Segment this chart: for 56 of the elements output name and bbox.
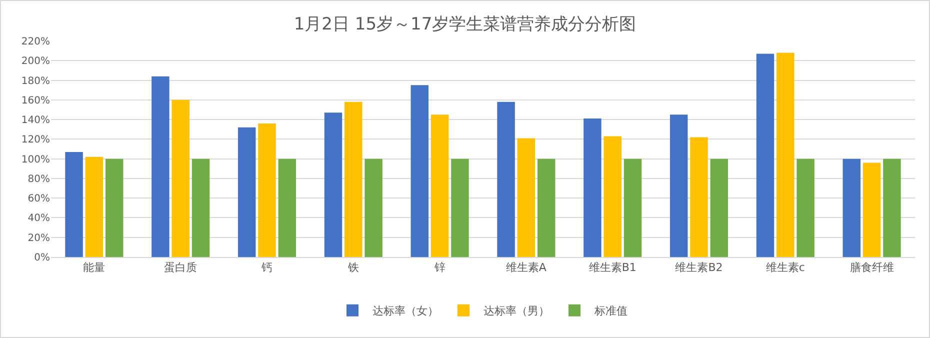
legend-label: 标准值 [594,304,628,318]
bar [364,158,382,257]
bar [278,158,296,257]
x-tick-label: 铁 [346,261,359,274]
bar [85,156,104,257]
y-tick-label: 40% [28,213,50,224]
x-tick-label: 维生素A [506,261,547,274]
bar [710,158,728,257]
bar [517,138,536,257]
bar [862,162,881,257]
bar [324,112,342,257]
y-tick-label: 160% [21,95,50,106]
y-tick-label: 220% [21,36,50,48]
y-tick-label: 0% [34,252,50,264]
bar [842,158,861,257]
x-tick-label: 蛋白质 [164,261,198,274]
x-tick-label: 维生素B2 [675,261,723,274]
x-tick-label: 维生素c [766,261,805,274]
bar [796,158,814,257]
y-tick-label: 20% [28,232,50,244]
bar [172,100,190,257]
bar [410,85,429,257]
y-tick-label: 60% [28,194,50,205]
y-tick-label: 200% [21,56,50,68]
y-tick-label: 140% [21,115,50,126]
bar [624,158,642,257]
bar [152,76,170,257]
bar [604,136,622,257]
bar [451,158,469,257]
bar [238,127,256,257]
y-tick-label: 100% [21,154,50,166]
bar [65,152,83,257]
legend-label: 达标率（男） [484,304,550,318]
bar [776,52,794,257]
x-tick-label: 钙 [260,261,272,274]
bar [756,54,774,257]
bar [192,158,210,257]
x-tick-label: 膳食纤维 [850,261,894,274]
x-tick-label: 维生素B1 [588,261,636,274]
bar [537,158,556,257]
bar [690,137,708,257]
bar [584,118,602,257]
y-tick-label: 180% [21,76,50,87]
legend-label: 达标率（女） [372,304,438,318]
bar [883,158,901,257]
y-tick-label: 80% [28,174,50,185]
bar [344,102,362,257]
y-tick-label: 120% [21,134,50,146]
bar [670,114,688,257]
bar [430,114,449,257]
x-tick-label: 能量 [83,261,106,274]
bar [105,158,124,257]
chart-title: 1月2日 15岁～17岁学生菜谱营养成分分析图 [294,14,636,35]
x-tick-label: 锌 [433,261,446,274]
bar [497,102,515,257]
bar [258,123,276,257]
